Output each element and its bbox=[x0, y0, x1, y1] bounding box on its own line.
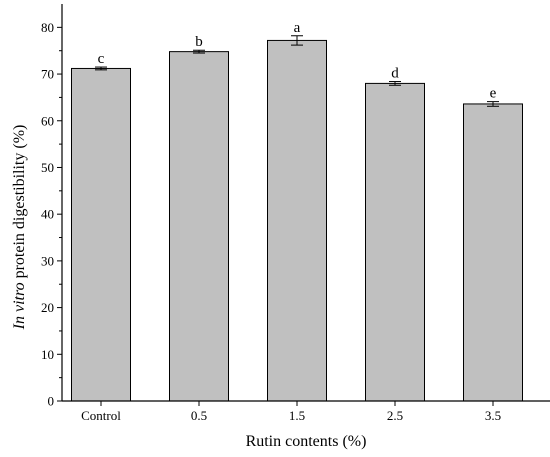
y-tick-label-40: 40 bbox=[41, 207, 54, 222]
y-tick-label-0: 0 bbox=[48, 394, 55, 409]
axes-group bbox=[61, 4, 550, 402]
significance-labels-group: c b a d e bbox=[98, 20, 497, 102]
bar-Control bbox=[71, 67, 131, 402]
error-bar-Control bbox=[95, 66, 107, 71]
bar-3.5 bbox=[463, 103, 523, 402]
y-tick-label-10: 10 bbox=[41, 347, 54, 362]
error-bar-3.5 bbox=[487, 101, 499, 107]
bars-group bbox=[71, 39, 523, 402]
significance-label-0.5: b bbox=[195, 34, 203, 50]
y-tick-label-30: 30 bbox=[41, 253, 54, 268]
significance-label-3.5: e bbox=[490, 86, 497, 102]
y-tick-label-50: 50 bbox=[41, 160, 54, 175]
y-axis-title: In vitro protein digestibility (%) bbox=[11, 125, 28, 331]
y-tick-label-70: 70 bbox=[41, 67, 54, 82]
x-axis-title: Rutin contents (%) bbox=[246, 433, 367, 450]
y-ticks-group: 0 10 20 30 40 50 60 70 80 bbox=[41, 20, 62, 409]
error-bar-1.5 bbox=[291, 35, 303, 46]
x-tick-label-0.5: 0.5 bbox=[191, 408, 207, 423]
y-tick-label-20: 20 bbox=[41, 300, 54, 315]
y-axis-title-italic: In vitro bbox=[11, 282, 28, 330]
significance-label-2.5: d bbox=[391, 66, 399, 82]
significance-label-1.5: a bbox=[294, 20, 301, 36]
bar-0.5 bbox=[169, 51, 229, 402]
y-tick-label-60: 60 bbox=[41, 113, 54, 128]
error-bar-2.5 bbox=[389, 81, 401, 86]
x-tick-label-2.5: 2.5 bbox=[387, 408, 403, 423]
x-tick-label-1.5: 1.5 bbox=[289, 408, 305, 423]
x-ticks-group: Control 0.5 1.5 2.5 3.5 bbox=[81, 401, 501, 423]
y-tick-label-80: 80 bbox=[41, 20, 54, 35]
bar-2.5 bbox=[365, 82, 425, 402]
error-bar-0.5 bbox=[193, 49, 205, 54]
x-tick-label-3.5: 3.5 bbox=[485, 408, 501, 423]
x-tick-label-Control: Control bbox=[81, 408, 121, 423]
bar-1.5 bbox=[267, 39, 327, 402]
error-bars-group bbox=[95, 35, 499, 107]
y-axis-title-rest: protein digestibility (%) bbox=[11, 125, 28, 283]
significance-label-Control: c bbox=[98, 51, 105, 67]
